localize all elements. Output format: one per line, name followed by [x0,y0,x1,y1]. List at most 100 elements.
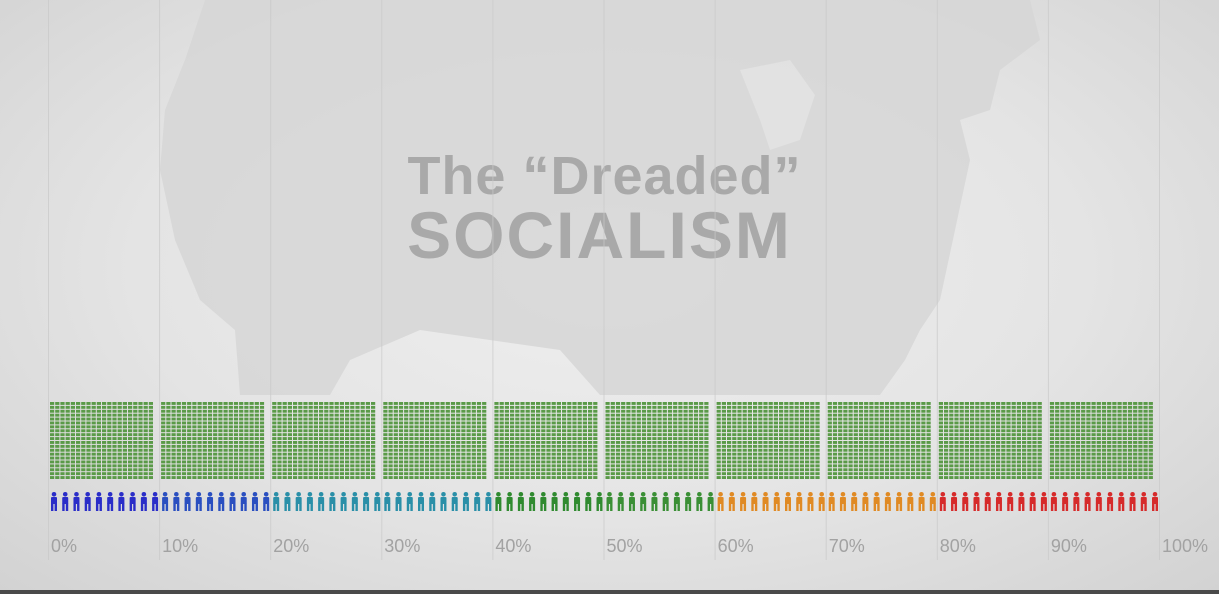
person-body [818,497,825,504]
money-bill [758,433,763,437]
money-bill [107,409,112,413]
money-bill [419,417,424,421]
money-bill [853,460,858,464]
money-bill [476,417,482,421]
money-bill [148,433,153,437]
money-bill [727,464,732,468]
money-bill [1112,425,1117,429]
money-bill [1101,433,1107,437]
money-bill [192,402,197,405]
money-bill [102,437,107,440]
money-bill [1011,464,1016,468]
money-bill [504,448,509,452]
money-bill [742,464,747,468]
money-bill [450,405,456,409]
money-bill [944,456,949,460]
money-bill [827,464,832,468]
money-bill [789,444,794,448]
money-bill [716,421,721,425]
money-bill [657,433,662,437]
money-bill [985,460,990,464]
money-bill [430,460,435,464]
money-bill [435,468,440,472]
money-bill [161,441,166,444]
money-bill [122,448,127,452]
money-bill [81,437,86,440]
money-bill [70,464,75,468]
money-bill [763,460,768,464]
person-body [640,497,647,504]
person-icon [251,492,258,511]
money-bill [1011,417,1016,421]
money-bill [1091,405,1096,409]
money-bill [794,464,799,468]
money-bill [832,444,838,448]
money-bill [895,472,900,476]
money-bill [65,402,70,405]
money-bill [688,441,693,444]
money-bill [324,448,329,452]
money-bill [60,409,65,413]
money-bill [360,405,365,409]
money-bill [1011,444,1016,448]
money-bill [499,460,504,464]
money-bill [471,429,476,433]
person-head [363,492,369,497]
money-bill [398,476,404,479]
money-bill [874,452,879,456]
money-bill [799,421,804,425]
money-bill [450,441,456,444]
money-bill [424,441,430,444]
money-bill [662,476,667,479]
person-head [1051,492,1057,497]
money-bill [944,437,949,440]
money-bill [768,441,773,444]
money-bill [339,417,344,421]
money-bill [1091,413,1096,417]
person-head [874,492,879,497]
money-bill [864,402,869,405]
money-bill [197,413,202,417]
money-bill [1107,413,1112,417]
money-bill [520,472,525,476]
money-bill [55,437,60,440]
money-bill [404,421,409,425]
money-bill [1049,448,1055,452]
money-bill [1127,452,1133,456]
money-bill [610,402,615,405]
person-head [552,492,557,497]
money-bill [166,476,171,479]
money-bill [985,476,990,479]
money-bill [398,421,404,425]
money-bill [784,444,789,448]
money-bill [171,433,176,437]
money-bill [404,444,409,448]
money-bill [615,409,621,413]
money-bill [758,448,763,452]
money-bill [727,448,732,452]
money-bill [471,456,476,460]
money-bill [60,433,65,437]
money-bill [409,441,414,444]
money-bill [838,452,843,456]
money-bill [582,472,587,476]
money-bill [112,425,117,429]
person-leg [377,503,381,511]
money-bill [365,405,370,409]
money-bill [900,437,905,440]
money-bill [990,429,995,433]
money-bill [970,452,975,456]
money-bill [1027,452,1032,456]
money-bill [605,405,610,409]
money-bill [176,464,181,468]
money-bill [456,413,461,417]
money-bill [440,441,445,444]
money-bill [621,433,626,437]
money-bill [900,452,905,456]
money-bill [975,402,980,405]
money-bill [1148,421,1153,425]
money-bill [985,417,990,421]
money-bill [693,421,699,425]
money-bill [990,433,995,437]
money-bill [223,464,228,468]
